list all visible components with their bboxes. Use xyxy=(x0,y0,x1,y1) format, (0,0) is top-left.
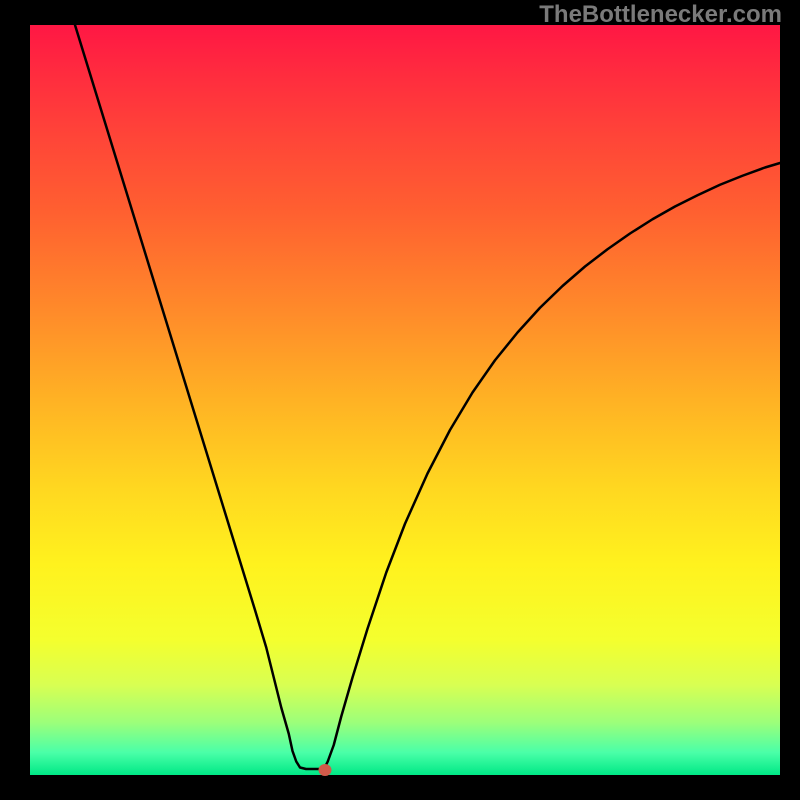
watermark-text: TheBottlenecker.com xyxy=(539,1,782,29)
optimal-point-marker xyxy=(318,764,331,776)
chart-container: TheBottlenecker.com xyxy=(0,0,800,800)
bottleneck-curve-layer xyxy=(0,0,800,800)
bottleneck-curve xyxy=(75,25,780,769)
